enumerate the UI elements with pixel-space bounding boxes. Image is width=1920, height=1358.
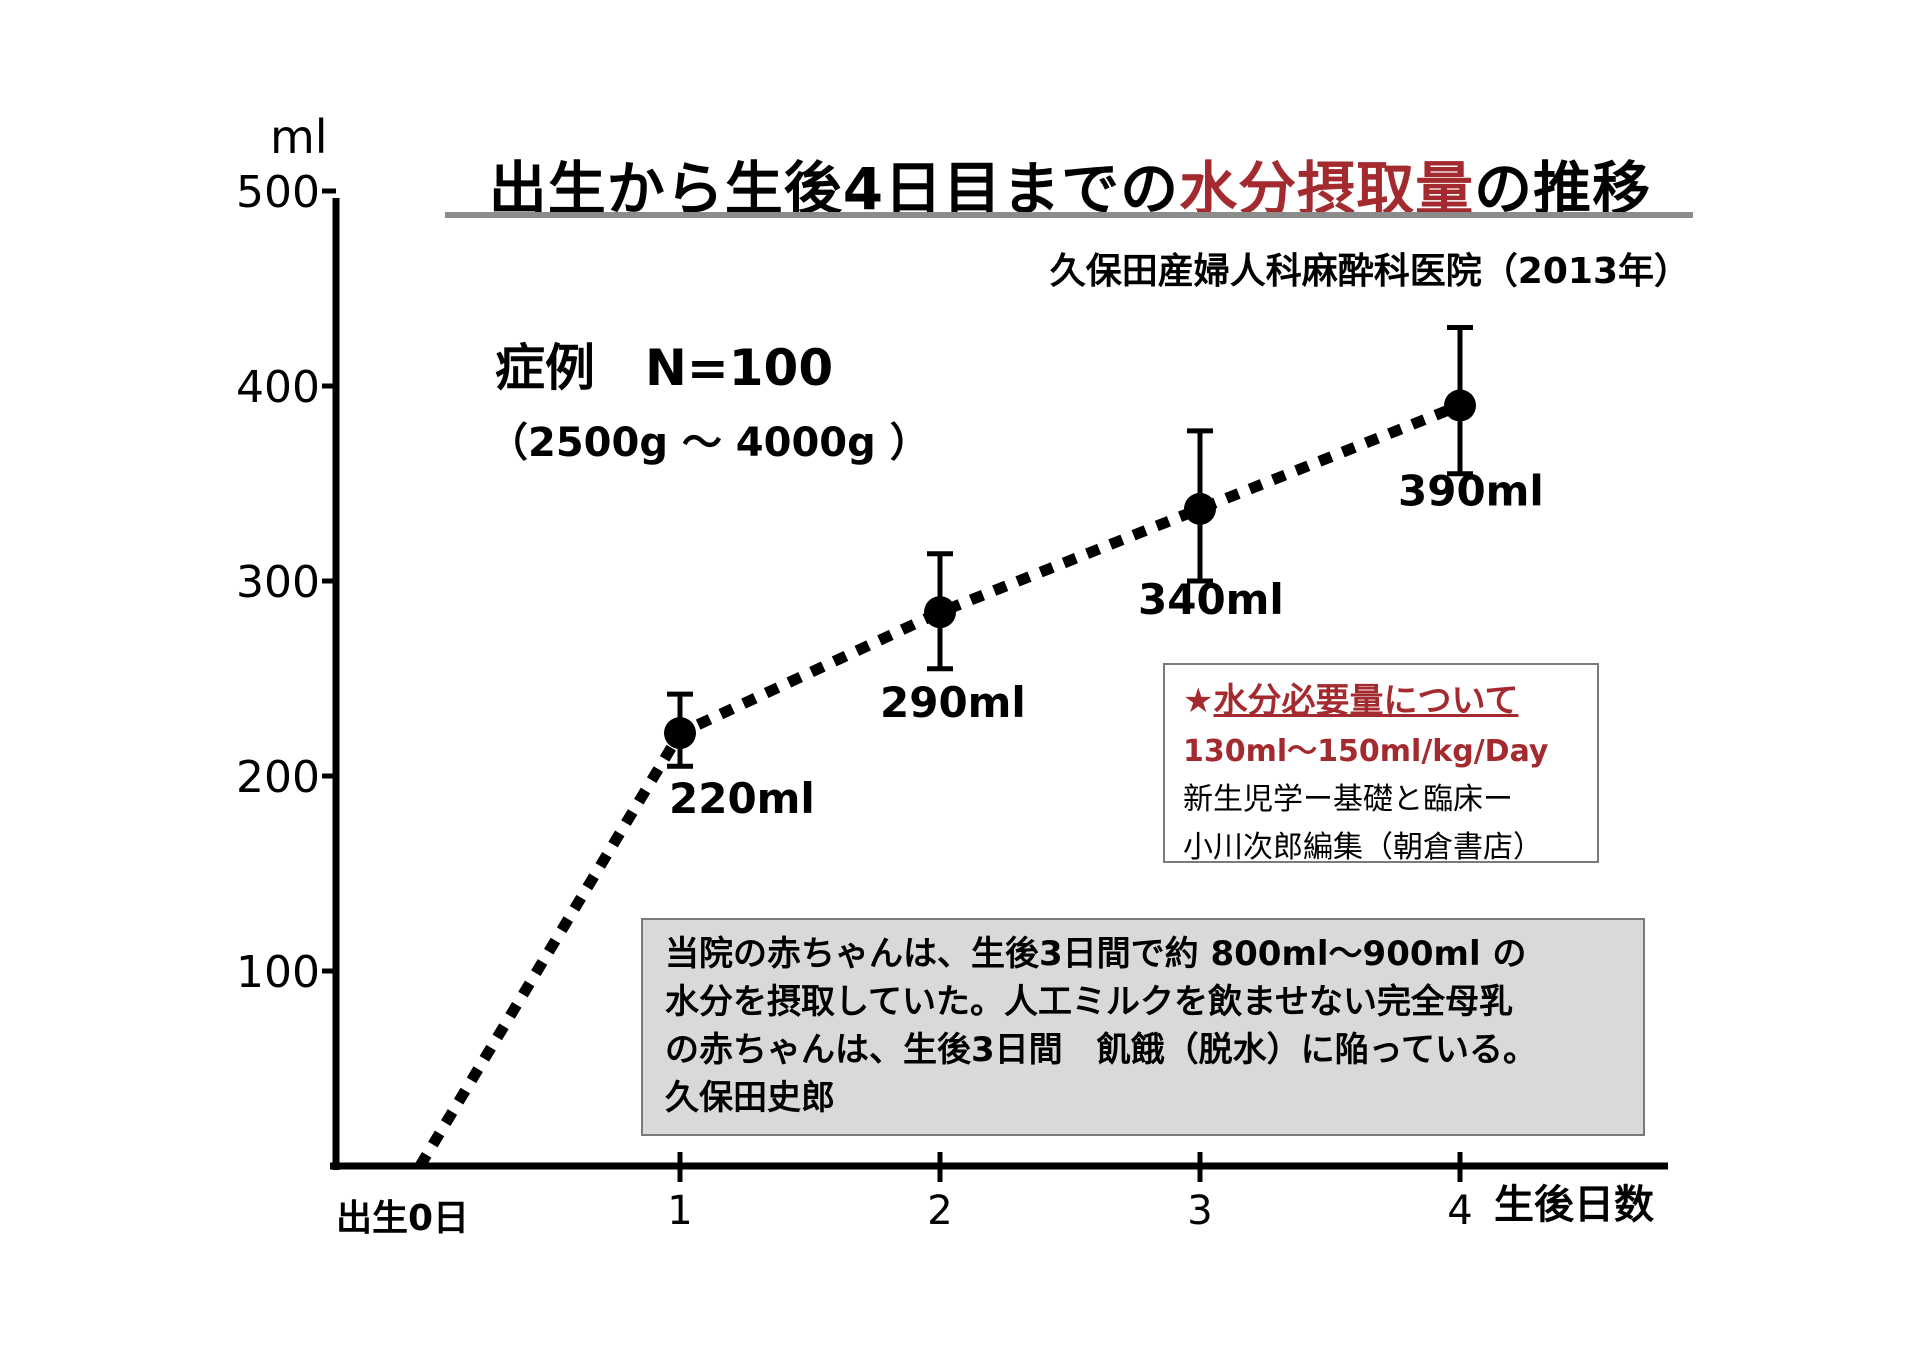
y-axis-unit-label: ml [270,110,328,164]
intake-series-line [415,400,1463,1169]
y-tick-label: 400 [236,362,320,413]
x-tick-label: 1 [667,1188,692,1234]
water-requirement-rate: 130ml〜150ml/kg/Day [1183,734,1549,769]
water-requirement-box: ★水分必要量について 130ml〜150ml/kg/Day 新生児学ー基礎と臨床… [1163,663,1599,865]
note-line-2: 水分を摂取していた。人工ミルクを飲ませない完全母乳 [665,982,1513,1022]
case-count: 症例 N=100 [495,339,834,397]
note-box: 当院の赤ちゃんは、生後3日間で約 800ml〜900ml の 水分を摂取していた… [641,918,1645,1136]
chart-title: 出生から生後4日目までの水分摂取量の推移 [445,142,1695,226]
note-line-4: 久保田史郎 [665,1078,835,1118]
reference-line-1: 新生児学ー基礎と臨床ー [1183,782,1513,817]
data-label: 220ml [669,774,815,823]
y-tick-label: 500 [236,167,320,218]
y-tick-label: 100 [236,947,320,998]
title-suffix: の推移 [1474,155,1652,223]
data-point [924,596,956,629]
title-underline [445,212,1693,218]
y-tick-label: 300 [236,557,320,608]
data-point [664,717,696,750]
x-tick-label: 4 [1447,1188,1472,1234]
data-point [1444,389,1476,422]
note-line-3: の赤ちゃんは、生後3日間 飢餓（脱水）に陥っている。 [665,1030,1537,1070]
x-tick-label: 2 [927,1188,952,1234]
title-accent: 水分摂取量 [1179,155,1475,223]
y-tick-label: 200 [236,752,320,803]
reference-line-2: 小川次郎編集（朝倉書店） [1183,830,1543,865]
x-tick-label: 3 [1187,1188,1212,1234]
data-label: 390ml [1398,467,1544,516]
source-citation: 久保田産婦人科麻酔科医院（2013年） [1049,251,1690,292]
data-label: 290ml [880,678,1026,727]
star-icon: ★ [1183,681,1214,721]
weight-range: （2500g 〜 4000g ） [488,420,930,466]
water-requirement-title: 水分必要量について [1213,681,1519,721]
data-point [1184,492,1216,525]
x-axis-title: 生後日数 [1494,1182,1654,1228]
water-requirement-heading: ★水分必要量について [1183,673,1579,722]
note-line-1: 当院の赤ちゃんは、生後3日間で約 800ml〜900ml の [665,934,1527,974]
title-prefix: 出生から生後4日目までの [488,155,1180,223]
x-origin-label: 出生0日 [336,1198,469,1239]
data-label: 340ml [1138,575,1284,624]
